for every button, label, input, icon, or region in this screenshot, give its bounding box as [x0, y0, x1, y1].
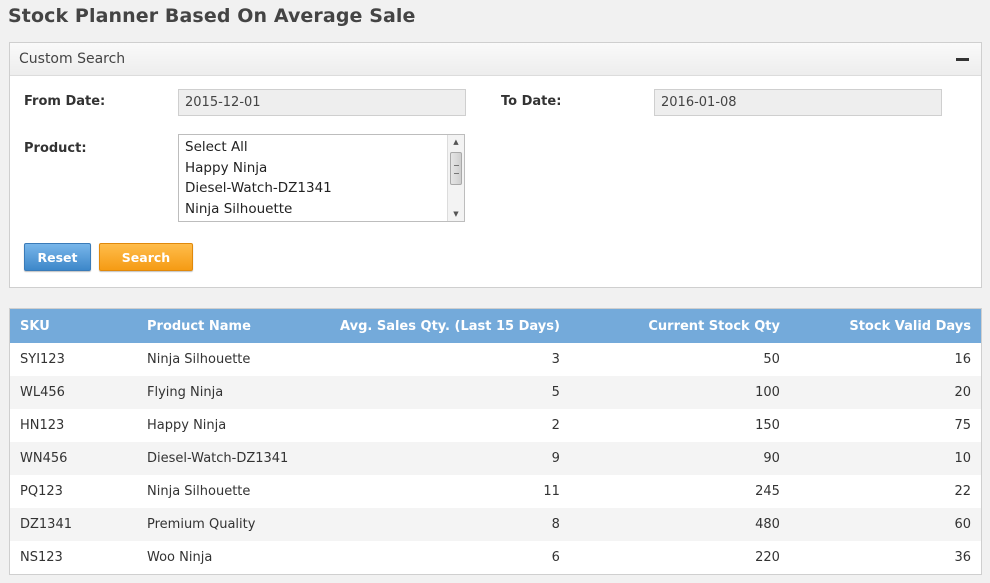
custom-search-panel: Custom Search From Date: 2015-12-01 To D… — [9, 42, 982, 288]
cell-stock-valid-days: 36 — [954, 550, 971, 565]
cell-sku: WN456 — [20, 451, 68, 466]
cell-product-name: Happy Ninja — [147, 418, 227, 433]
search-button[interactable]: Search — [99, 243, 193, 271]
page-title: Stock Planner Based On Average Sale — [8, 5, 416, 27]
product-option[interactable]: Ninja Silhouette — [185, 200, 293, 217]
panel-header[interactable]: Custom Search — [10, 43, 981, 76]
cell-avg-sales: 5 — [551, 385, 560, 400]
cell-current-stock: 245 — [755, 484, 780, 499]
cell-product-name: Diesel-Watch-DZ1341 — [147, 451, 289, 466]
cell-avg-sales: 9 — [551, 451, 560, 466]
from-date-input[interactable]: 2015-12-01 — [178, 89, 466, 116]
cell-avg-sales: 2 — [551, 418, 560, 433]
cell-stock-valid-days: 75 — [954, 418, 971, 433]
cell-current-stock: 220 — [755, 550, 780, 565]
cell-stock-valid-days: 20 — [954, 385, 971, 400]
cell-product-name: Ninja Silhouette — [147, 352, 251, 367]
header-avg-sales[interactable]: Avg. Sales Qty. (Last 15 Days) — [340, 318, 560, 334]
product-scrollbar[interactable]: ▲ ▼ — [447, 135, 464, 221]
header-product-name[interactable]: Product Name — [147, 318, 251, 334]
collapse-icon[interactable] — [956, 58, 969, 61]
table-row: DZ1341 Premium Quality 8 480 60 — [10, 508, 981, 541]
cell-sku: HN123 — [20, 418, 65, 433]
product-option[interactable]: Happy Ninja — [185, 159, 268, 176]
cell-avg-sales: 3 — [551, 352, 560, 367]
cell-sku: SYI123 — [20, 352, 65, 367]
table-row: WL456 Flying Ninja 5 100 20 — [10, 376, 981, 409]
cell-current-stock: 480 — [755, 517, 780, 532]
product-option[interactable]: Select All — [185, 139, 248, 155]
cell-product-name: Flying Ninja — [147, 385, 224, 400]
scroll-up-arrow-icon[interactable]: ▲ — [453, 138, 459, 146]
from-date-label: From Date: — [24, 94, 106, 109]
cell-stock-valid-days: 10 — [954, 451, 971, 466]
cell-current-stock: 100 — [755, 385, 780, 400]
cell-current-stock: 150 — [755, 418, 780, 433]
cell-sku: DZ1341 — [20, 517, 72, 532]
cell-product-name: Premium Quality — [147, 517, 256, 532]
table-row: SYI123 Ninja Silhouette 3 50 16 — [10, 343, 981, 376]
scroll-thumb[interactable] — [450, 152, 462, 185]
to-date-input[interactable]: 2016-01-08 — [654, 89, 942, 116]
stock-table: SKU Product Name Avg. Sales Qty. (Last 1… — [10, 309, 981, 574]
header-current-stock[interactable]: Current Stock Qty — [648, 318, 780, 334]
table-row: PQ123 Ninja Silhouette 11 245 22 — [10, 475, 981, 508]
cell-avg-sales: 8 — [551, 517, 560, 532]
cell-product-name: Woo Ninja — [147, 550, 213, 565]
product-option[interactable]: Diesel-Watch-DZ1341 — [185, 180, 332, 196]
cell-avg-sales: 6 — [551, 550, 560, 565]
table-row: NS123 Woo Ninja 6 220 36 — [10, 541, 981, 574]
cell-sku: WL456 — [20, 385, 65, 400]
scroll-down-arrow-icon[interactable]: ▼ — [453, 210, 459, 218]
cell-avg-sales: 11 — [543, 484, 560, 499]
product-label: Product: — [24, 141, 87, 156]
product-multiselect[interactable]: Select All Happy Ninja Diesel-Watch-DZ13… — [178, 134, 465, 222]
table-header-row: SKU Product Name Avg. Sales Qty. (Last 1… — [10, 309, 981, 343]
cell-stock-valid-days: 22 — [954, 484, 971, 499]
cell-stock-valid-days: 60 — [954, 517, 971, 532]
to-date-label: To Date: — [501, 94, 562, 109]
cell-current-stock: 50 — [763, 352, 780, 367]
header-sku[interactable]: SKU — [20, 318, 50, 334]
reset-button[interactable]: Reset — [24, 243, 91, 271]
stock-table-container: SKU Product Name Avg. Sales Qty. (Last 1… — [9, 308, 982, 575]
panel-title: Custom Search — [19, 51, 126, 67]
cell-stock-valid-days: 16 — [954, 352, 971, 367]
cell-sku: NS123 — [20, 550, 63, 565]
table-row: HN123 Happy Ninja 2 150 75 — [10, 409, 981, 442]
cell-product-name: Ninja Silhouette — [147, 484, 251, 499]
table-row: WN456 Diesel-Watch-DZ1341 9 90 10 — [10, 442, 981, 475]
cell-current-stock: 90 — [763, 451, 780, 466]
header-stock-valid-days[interactable]: Stock Valid Days — [849, 318, 971, 334]
cell-sku: PQ123 — [20, 484, 63, 499]
